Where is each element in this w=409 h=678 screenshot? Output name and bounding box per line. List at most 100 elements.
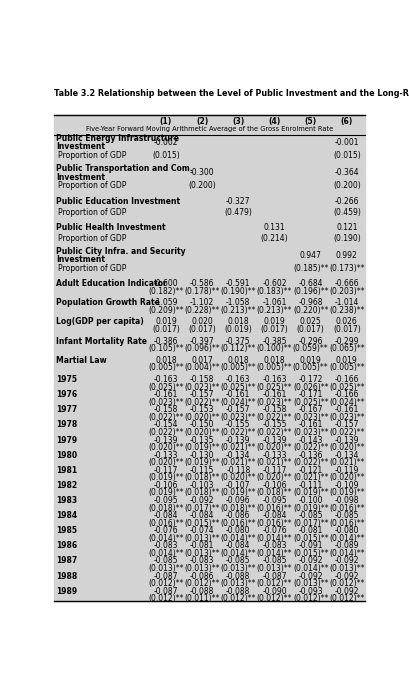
Text: -0.157: -0.157	[190, 391, 214, 399]
Text: (3): (3)	[232, 117, 245, 126]
Text: Adult Education Indicator: Adult Education Indicator	[56, 279, 166, 288]
Text: (0.016)**: (0.016)**	[257, 504, 292, 513]
Text: (0.012)**: (0.012)**	[329, 594, 364, 603]
Text: (0.022)**: (0.022)**	[329, 428, 364, 437]
Text: (0.017): (0.017)	[333, 325, 361, 334]
Text: (0.112)**: (0.112)**	[220, 344, 256, 353]
Bar	[54, 510, 365, 521]
Bar	[54, 222, 365, 233]
Text: 1981: 1981	[56, 466, 77, 475]
Text: Martial Law: Martial Law	[56, 356, 106, 365]
Bar	[54, 313, 365, 317]
Bar	[54, 243, 365, 247]
Text: -1.058: -1.058	[226, 298, 250, 307]
Text: (0.013)**: (0.013)**	[220, 564, 256, 573]
Text: -0.121: -0.121	[299, 466, 323, 475]
Text: -0.150: -0.150	[190, 420, 214, 429]
Text: (0.012)**: (0.012)**	[293, 594, 328, 603]
Text: -0.158: -0.158	[262, 405, 287, 414]
Text: -0.096: -0.096	[226, 496, 251, 505]
Text: -0.093: -0.093	[298, 586, 323, 596]
Text: 0.018: 0.018	[264, 356, 285, 365]
Text: -0.166: -0.166	[335, 391, 359, 399]
Text: -0.092: -0.092	[299, 572, 323, 580]
Text: -0.139: -0.139	[226, 435, 251, 445]
Bar	[54, 135, 365, 151]
Text: (0.022)**: (0.022)**	[148, 428, 184, 437]
Bar	[54, 293, 365, 297]
Text: 1988: 1988	[56, 572, 77, 580]
Text: 1979: 1979	[56, 435, 77, 445]
Text: -0.684: -0.684	[299, 279, 323, 288]
Text: (0.020)**: (0.020)**	[220, 473, 256, 482]
Text: 0.018: 0.018	[227, 356, 249, 365]
Text: (5): (5)	[305, 117, 317, 126]
Text: (0.022)**: (0.022)**	[257, 413, 292, 422]
Text: (0.190)**: (0.190)**	[220, 287, 256, 296]
Text: -0.117: -0.117	[154, 466, 178, 475]
Bar	[54, 445, 365, 450]
Text: -1.102: -1.102	[190, 298, 214, 307]
Text: (0.012)**: (0.012)**	[220, 594, 256, 603]
Text: Public Health Investment: Public Health Investment	[56, 222, 166, 232]
Text: -0.161: -0.161	[226, 391, 250, 399]
Text: (0.105)**: (0.105)**	[148, 344, 184, 353]
Text: -0.084: -0.084	[226, 541, 251, 551]
Text: -0.109: -0.109	[335, 481, 359, 490]
Text: -0.155: -0.155	[262, 420, 287, 429]
Text: (0.096)**: (0.096)**	[184, 344, 220, 353]
Text: -0.163: -0.163	[262, 375, 287, 384]
Bar	[54, 521, 365, 525]
Text: (0.065)**: (0.065)**	[329, 344, 365, 353]
Text: (0.012)**: (0.012)**	[148, 579, 184, 588]
Text: 1976: 1976	[56, 391, 77, 399]
Text: -0.087: -0.087	[154, 586, 178, 596]
Bar	[54, 151, 365, 161]
Text: (0.021)**: (0.021)**	[220, 443, 256, 452]
Text: (0.024)**: (0.024)**	[220, 398, 256, 407]
Text: -0.118: -0.118	[226, 466, 250, 475]
Text: (0.021)**: (0.021)**	[257, 458, 292, 467]
Bar	[54, 476, 365, 480]
Text: (0.200): (0.200)	[333, 182, 361, 191]
Text: (0.018)**: (0.018)**	[148, 504, 184, 513]
Text: -0.085: -0.085	[335, 511, 359, 520]
Text: (0.016)**: (0.016)**	[148, 519, 184, 527]
Text: -0.968: -0.968	[299, 298, 323, 307]
Text: -0.299: -0.299	[335, 337, 359, 346]
Text: -0.085: -0.085	[262, 557, 287, 565]
Text: (0.459): (0.459)	[333, 207, 361, 216]
Text: (1): (1)	[160, 117, 172, 126]
Text: (0.020)**: (0.020)**	[257, 443, 292, 452]
Text: -0.088: -0.088	[226, 572, 250, 580]
Bar	[54, 161, 365, 165]
Bar	[54, 416, 365, 420]
Text: (0.005)**: (0.005)**	[293, 363, 328, 372]
Text: (0.019)**: (0.019)**	[184, 458, 220, 467]
Text: (0.014)**: (0.014)**	[220, 534, 256, 543]
Bar	[54, 263, 365, 274]
Bar	[54, 525, 365, 536]
Text: 1984: 1984	[56, 511, 77, 520]
Text: -0.080: -0.080	[335, 526, 359, 535]
Bar	[54, 460, 365, 465]
Text: (0.012)**: (0.012)**	[184, 579, 220, 588]
Text: -0.111: -0.111	[299, 481, 323, 490]
Text: -0.266: -0.266	[335, 197, 359, 205]
Text: (0.015)**: (0.015)**	[293, 534, 328, 543]
Bar	[54, 374, 365, 385]
Text: -0.119: -0.119	[335, 466, 359, 475]
Text: (0.012)**: (0.012)**	[148, 594, 184, 603]
Bar	[54, 297, 365, 308]
Bar	[54, 495, 365, 506]
Text: -0.300: -0.300	[190, 168, 214, 178]
Text: (0.196)**: (0.196)**	[293, 287, 328, 296]
Text: -0.002: -0.002	[154, 138, 178, 147]
Bar	[54, 308, 365, 313]
Text: (0.026)**: (0.026)**	[293, 382, 328, 392]
Text: 0.018: 0.018	[227, 317, 249, 326]
Text: -0.163: -0.163	[154, 375, 178, 384]
Text: 0.019: 0.019	[155, 317, 177, 326]
Text: -0.327: -0.327	[226, 197, 251, 205]
Text: (0.014)**: (0.014)**	[257, 549, 292, 558]
